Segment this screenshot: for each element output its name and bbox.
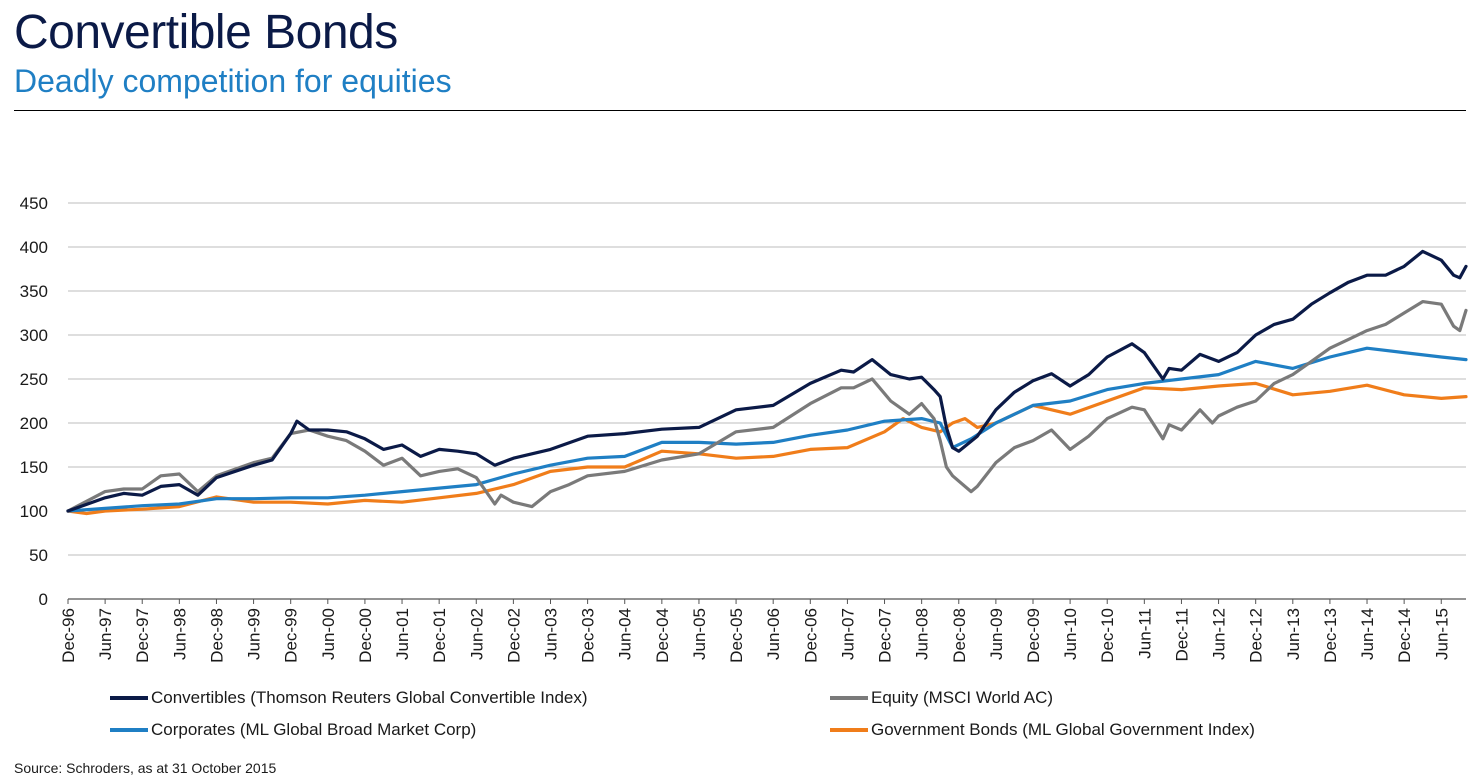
x-tick-label: Jun-15 <box>1432 608 1451 660</box>
title-divider <box>14 110 1466 111</box>
x-tick-label: Dec-13 <box>1321 608 1340 663</box>
y-tick-label: 50 <box>29 546 48 565</box>
series-line-convertibles <box>66 249 1468 513</box>
x-tick-label: Jun-01 <box>393 608 412 660</box>
x-tick-label: Dec-09 <box>1024 608 1043 663</box>
gridlines <box>68 202 1466 600</box>
y-tick-label: 0 <box>39 590 48 609</box>
x-tick-label: Dec-96 <box>59 608 78 663</box>
page-subtitle: Deadly competition for equities <box>14 63 452 99</box>
x-tick-label: Dec-11 <box>1172 608 1191 662</box>
x-tick-label: Dec-98 <box>207 608 226 663</box>
y-axis-tick-labels: 0 50 100 150 200 250 300 350 400 450 <box>20 194 48 609</box>
x-tick-label: Dec-02 <box>504 608 523 663</box>
legend-label-equity: Equity (MSCI World AC) <box>871 688 1054 707</box>
x-tick-label: Dec-03 <box>579 608 598 663</box>
legend-item-government: Government Bonds (ML Global Government I… <box>830 718 1255 742</box>
series-lines <box>66 249 1468 516</box>
x-tick-label: Jun-13 <box>1284 608 1303 660</box>
y-tick-label: 350 <box>20 282 48 301</box>
source-note: Source: Schroders, as at 31 October 2015 <box>14 760 277 776</box>
x-tick-label: Jun-09 <box>987 608 1006 660</box>
legend-label-convertibles: Convertibles (Thomson Reuters Global Con… <box>151 688 588 707</box>
x-tick-label: Dec-97 <box>133 608 152 663</box>
y-tick-label: 200 <box>20 414 48 433</box>
x-tick-label: Jun-07 <box>838 608 857 660</box>
y-tick-label: 400 <box>20 238 48 257</box>
page-title: Convertible Bonds <box>14 6 398 59</box>
legend-swatch-government <box>830 728 868 732</box>
x-tick-label: Dec-01 <box>430 608 449 663</box>
x-tick-label: Jun-08 <box>913 608 932 660</box>
x-tick-label: Jun-11 <box>1135 608 1154 659</box>
y-tick-label: 300 <box>20 326 48 345</box>
x-tick-label: Jun-05 <box>690 608 709 660</box>
x-tick-label: Dec-00 <box>356 608 375 663</box>
x-tick-label: Jun-04 <box>616 608 635 660</box>
x-tick-label: Jun-99 <box>245 608 264 660</box>
series-line-equity <box>66 300 1468 513</box>
legend-item-corporates: Corporates (ML Global Broad Market Corp) <box>110 718 476 742</box>
legend-label-government: Government Bonds (ML Global Government I… <box>871 720 1255 739</box>
legend-item-equity: Equity (MSCI World AC) <box>830 686 1053 710</box>
x-tick-label: Dec-07 <box>876 608 895 663</box>
x-tick-label: Dec-10 <box>1098 608 1117 663</box>
x-tick-label: Dec-04 <box>653 608 672 663</box>
y-tick-label: 150 <box>20 458 48 477</box>
y-tick-label: 250 <box>20 370 48 389</box>
y-tick-label: 450 <box>20 194 48 213</box>
x-tick-label: Dec-99 <box>282 608 301 663</box>
x-tick-label: Dec-08 <box>950 608 969 663</box>
x-tick-label: Jun-06 <box>764 608 783 660</box>
x-tick-label: Jun-02 <box>467 608 486 660</box>
legend-swatch-convertibles <box>110 696 148 700</box>
x-tick-label: Dec-05 <box>727 608 746 663</box>
legend-item-convertibles: Convertibles (Thomson Reuters Global Con… <box>110 686 588 710</box>
legend-swatch-equity <box>830 696 868 700</box>
x-tick-label: Jun-14 <box>1358 608 1377 660</box>
x-tick-label: Dec-14 <box>1395 608 1414 663</box>
x-tick-label: Jun-98 <box>170 608 189 660</box>
x-tick-label: Dec-06 <box>801 608 820 663</box>
x-tick-label: Dec-12 <box>1247 608 1266 663</box>
x-tick-label: Jun-97 <box>96 608 115 660</box>
x-tick-label: Jun-10 <box>1061 608 1080 660</box>
x-tick-label: Jun-00 <box>319 608 338 660</box>
series-line-corporates <box>66 346 1468 513</box>
series-line-government <box>66 381 1468 516</box>
x-tick-label: Jun-03 <box>541 608 560 660</box>
x-axis-tick-labels: Dec-96 Jun-97 Dec-97 Jun-98 Dec-98 Jun-99 Dec-… <box>59 599 1451 663</box>
x-tick-label: Jun-12 <box>1210 608 1229 660</box>
legend-label-corporates: Corporates (ML Global Broad Market Corp) <box>151 720 477 739</box>
y-tick-label: 100 <box>20 502 48 521</box>
legend-swatch-corporates <box>110 728 148 732</box>
